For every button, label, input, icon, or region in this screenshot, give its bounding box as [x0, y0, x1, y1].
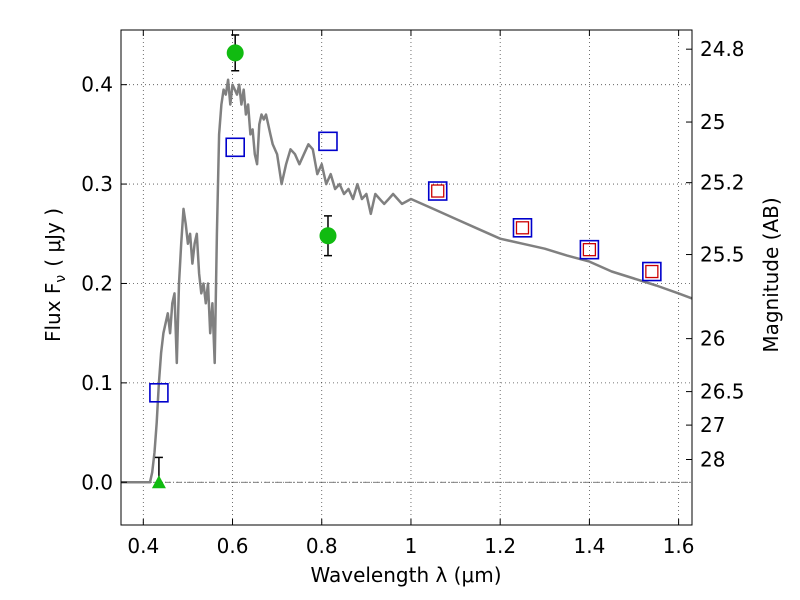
x-axis-label: Wavelength λ (μm) — [310, 563, 501, 587]
ir-observed-marker — [645, 264, 659, 279]
model-sed-line — [121, 78, 693, 484]
x-tick-label: 1.2 — [484, 534, 516, 558]
model-band-marker — [318, 131, 338, 152]
upper-limit-triangle — [151, 475, 166, 489]
x-tick-label: 1.4 — [573, 534, 605, 558]
y-axis-label-unit: ( μJy ) — [41, 208, 65, 267]
x-tick-label: 0.8 — [306, 534, 338, 558]
magnitude-tick-label: 28 — [700, 447, 725, 471]
magnitude-tick-label: 26 — [700, 327, 725, 351]
y-axis-label-subscript: ν — [53, 275, 69, 283]
x-tick-label: 1.6 — [663, 534, 695, 558]
magnitude-tick-label: 27 — [700, 413, 725, 437]
model-sed-layer — [121, 78, 693, 484]
y-tick-label: 0.1 — [81, 371, 113, 395]
y-tick-label: 0.0 — [81, 470, 113, 494]
observed-point — [319, 227, 337, 245]
magnitude-tick-label: 25.2 — [700, 171, 745, 195]
model-band-marker — [149, 383, 169, 403]
model-band-marker — [579, 239, 600, 260]
ir-observed-marker — [582, 243, 597, 257]
magnitude-tick-label: 24.8 — [700, 37, 745, 61]
magnitude-tick-label: 25.5 — [700, 243, 745, 267]
model-band-marker — [225, 137, 245, 158]
plot-frame — [120, 29, 693, 526]
y-tick-label: 0.3 — [81, 172, 113, 196]
ir-observed-marker — [431, 184, 445, 198]
model-band-marker — [512, 218, 533, 238]
x-tick-label: 0.6 — [217, 534, 249, 558]
ir-observed-marker — [515, 221, 530, 235]
y-axis-label: Flux Fν ( μJy ) — [41, 208, 69, 342]
model-band-marker — [427, 181, 448, 201]
observed-point — [226, 44, 244, 62]
grid-layer — [121, 30, 692, 525]
y-axis-label-main: Flux F — [41, 283, 65, 342]
model-band-marker — [642, 261, 662, 282]
x-tick-label: 1 — [405, 534, 418, 558]
magnitude-tick-label: 25 — [700, 110, 725, 134]
magnitude-axis-label: Magnitude (AB) — [759, 197, 783, 352]
y-tick-label: 0.4 — [81, 73, 113, 97]
x-tick-label: 0.4 — [127, 534, 159, 558]
magnitude-tick-label: 26.5 — [700, 380, 745, 404]
y-tick-label: 0.2 — [81, 271, 113, 295]
tick-layer: 0.4 0.6 0.8 1 1.2 1.4 1.6 0.0 0.1 0.2 0.3 0.4 24.8 25… — [81, 30, 745, 558]
marker-layer — [149, 34, 662, 489]
